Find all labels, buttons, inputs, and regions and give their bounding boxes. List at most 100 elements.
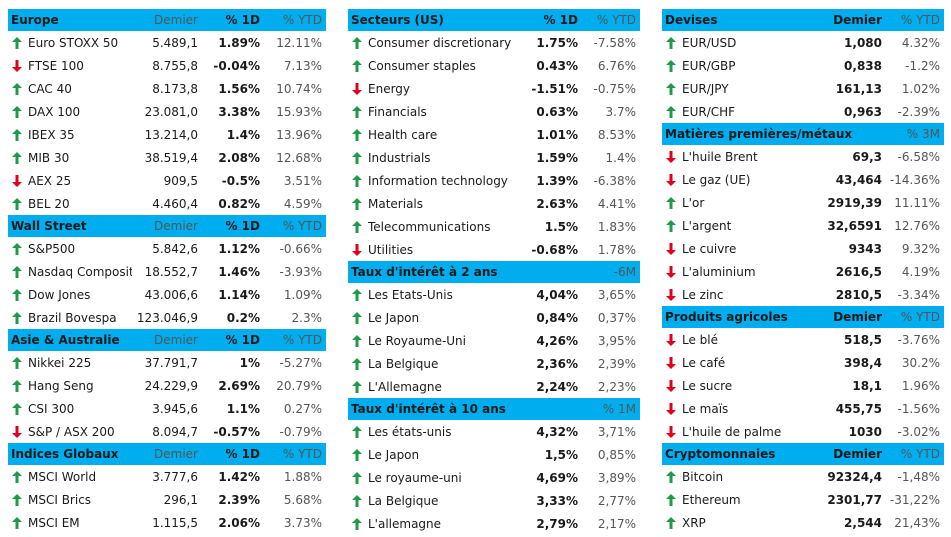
row-y: 0,37% [597, 310, 636, 325]
row-name: L'aluminium [682, 264, 756, 279]
row-v: 18,1 [852, 378, 882, 393]
crypto-col-h3: % YTD [900, 447, 940, 461]
devises-section: Devises Demier % YTD EUR/USD 1,080 4.32% EUR/G… [662, 9, 944, 123]
row-v: 4.460,4 [152, 196, 198, 211]
europe-section: Europe Demier % 1D % YTD Euro STOXX 50 5.489,… [8, 9, 326, 215]
taux10-section: Taux d'intérêt à 10 ans % 1M Les états-uni… [348, 398, 640, 535]
row-name: DAX 100 [28, 104, 81, 119]
crypto-col-h1: Demier [833, 447, 882, 461]
arrow-up-icon [662, 470, 680, 483]
matieres-title: Matières premières/métaux [665, 127, 853, 141]
row-name: L'huile Brent [682, 149, 758, 164]
row-d: 1.1% [226, 401, 260, 416]
table-row: Le gaz (UE) 43,464 -14.36% [662, 168, 944, 191]
row-name: Le royaume-uni [368, 470, 462, 485]
column-right: Devises Demier % YTD EUR/USD 1,080 4.32% EUR/G… [662, 9, 944, 534]
row-y: 12.76% [894, 218, 940, 233]
table-row: Information technology 1.39% -6.38% [348, 169, 640, 192]
table-row: Le Royaume-Uni 4,26% 3,95% [348, 329, 640, 352]
row-d: 1.46% [218, 264, 260, 279]
table-row: S&P500 5.842,6 1.12% -0.66% [8, 237, 326, 260]
arrow-up-icon [8, 128, 26, 141]
row-v: 123.046,9 [136, 310, 198, 325]
row-d: -1.51% [531, 81, 578, 96]
row-y: -14.36% [889, 172, 940, 187]
taux10-header: Taux d'intérêt à 10 ans % 1M [348, 398, 640, 420]
matieres-col-h3: % 3M [906, 127, 940, 141]
arrow-up-icon [348, 128, 366, 141]
table-row: Ethereum 2301,77 -31,22% [662, 488, 944, 511]
table-row: MIB 30 38.519,4 2.08% 12.68% [8, 146, 326, 169]
asie-title: Asie & Australie [11, 333, 120, 347]
table-row: La Belgique 2,36% 2,39% [348, 352, 640, 375]
row-name: L'or [682, 195, 705, 210]
europe-col-h1: Demier [154, 13, 198, 27]
row-v: 2919,39 [827, 195, 882, 210]
devises-col-h3: % YTD [900, 13, 940, 27]
table-row: Energy -1.51% -0.75% [348, 77, 640, 100]
row-y: 1.02% [901, 81, 940, 96]
table-row: Utilities -0.68% 1.78% [348, 238, 640, 261]
row-y: 3,89% [597, 470, 636, 485]
europe-col-h3: % YTD [282, 13, 322, 27]
table-row: Brazil Bovespa 123.046,9 0.2% 2.3% [8, 306, 326, 329]
row-y: -1.56% [897, 401, 940, 416]
europe-title: Europe [11, 13, 59, 27]
row-y: 4.32% [901, 35, 940, 50]
row-v: 37.791,7 [144, 355, 198, 370]
table-row: L'aluminium 2616,5 4.19% [662, 260, 944, 283]
arrow-up-icon [662, 196, 680, 209]
table-row: Industrials 1.59% 1.4% [348, 146, 640, 169]
row-v: 0,838 [844, 58, 882, 73]
row-name: Le Japon [368, 310, 420, 325]
table-row: Consumer discretionary 1.75% -7.58% [348, 31, 640, 54]
row-d: 1.56% [218, 81, 260, 96]
arrow-up-icon [348, 220, 366, 233]
row-y: 0.27% [283, 401, 322, 416]
crypto-title: Cryptomonnaies [665, 447, 776, 461]
arrow-up-icon [348, 448, 366, 461]
table-row: S&P / ASX 200 8.094,7 -0.57% -0.79% [8, 420, 326, 443]
row-name: Materials [368, 196, 424, 211]
row-y: 21,43% [894, 515, 940, 530]
row-name: Le Japon [368, 447, 420, 462]
globaux-col-h3: % YTD [282, 447, 322, 461]
row-v: 32,6591 [827, 218, 882, 233]
row-d: -0.68% [531, 242, 578, 257]
row-name: L'allemagne [368, 516, 442, 531]
table-row: Le Japon 0,84% 0,37% [348, 306, 640, 329]
taux2-header: Taux d'intérêt à 2 ans -6M [348, 261, 640, 283]
arrow-up-icon [348, 334, 366, 347]
table-row: Bitcoin 92324,4 -1,48% [662, 465, 944, 488]
row-d: 1.75% [536, 35, 578, 50]
row-y: 0,85% [597, 447, 636, 462]
row-name: EUR/GBP [682, 58, 736, 73]
row-name: Le gaz (UE) [682, 172, 751, 187]
row-v: 1030 [848, 424, 882, 439]
arrow-up-icon [348, 311, 366, 324]
row-name: Le sucre [682, 378, 733, 393]
row-name: EUR/CHF [682, 104, 736, 119]
row-y: -3.93% [279, 264, 322, 279]
row-y: 3.7% [605, 104, 637, 119]
wallstreet-col-h2: % 1D [225, 219, 260, 233]
arrow-down-icon [662, 425, 680, 438]
agricoles-header: Produits agricoles Demier % YTD [662, 306, 944, 328]
row-d: 2,24% [536, 379, 578, 394]
row-v: 5.842,6 [152, 241, 198, 256]
row-v: 8.173,8 [152, 81, 198, 96]
row-y: 1.88% [283, 469, 322, 484]
arrow-down-icon [662, 333, 680, 346]
row-name: MIB 30 [28, 150, 70, 165]
agricoles-col-h1: Demier [833, 310, 882, 324]
table-row: DAX 100 23.081,0 3.38% 15.93% [8, 100, 326, 123]
row-d: 2.63% [536, 196, 578, 211]
arrow-up-icon [348, 380, 366, 393]
row-name: S&P500 [28, 241, 76, 256]
arrow-up-icon [8, 379, 26, 392]
table-row: EUR/USD 1,080 4.32% [662, 31, 944, 54]
table-row: Le maïs 455,75 -1.56% [662, 397, 944, 420]
row-d: 1.42% [218, 469, 260, 484]
agricoles-section: Produits agricoles Demier % YTD Le blé 518,5… [662, 306, 944, 443]
globaux-col-h1: Demier [154, 447, 198, 461]
